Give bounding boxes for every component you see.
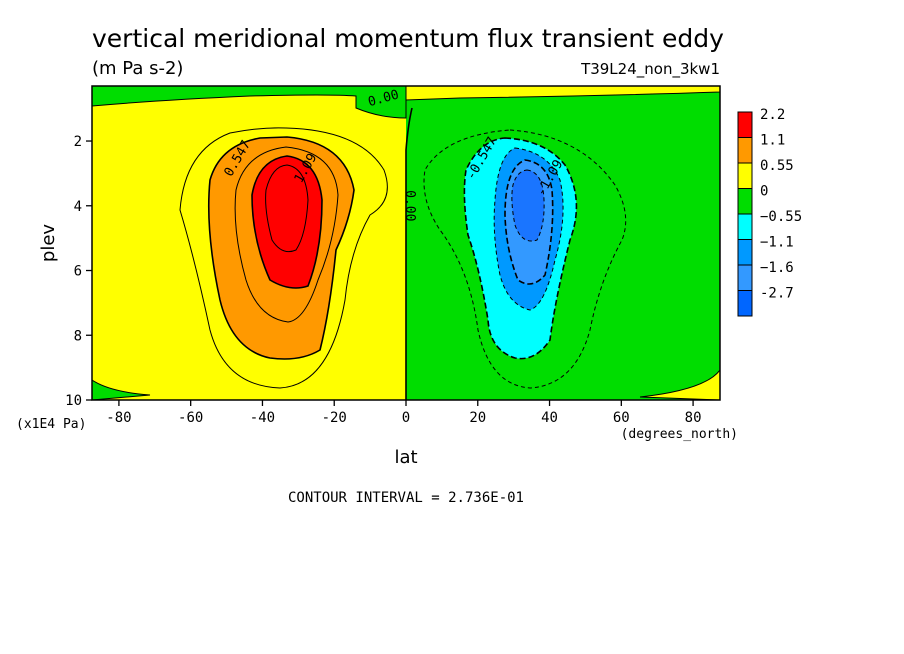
run-label: T39L24_non_3kw1 <box>580 60 720 79</box>
legend-swatch <box>737 239 753 266</box>
legend-swatch <box>737 290 753 317</box>
contour-neg-1p37 <box>511 169 545 242</box>
contour-pos-0p27 <box>179 127 388 389</box>
x-tick-label: 80 <box>685 410 702 426</box>
legend-label: -2.7 <box>760 286 794 302</box>
plot-area: 0.000.547 1.090.00-0.547 -1.09 <box>91 85 721 401</box>
contour-pos-1p37 <box>265 164 309 253</box>
x-tick-label: 60 <box>613 410 630 426</box>
x-axis-title: lat <box>394 447 417 468</box>
legend-swatch <box>737 264 753 291</box>
legend: 2.2 1.1 0.55 0 −0.55 −1.1 −1.6 -2.7 <box>737 107 802 317</box>
contour-zero-equator <box>405 107 413 400</box>
x-tick-label: -40 <box>250 410 275 426</box>
x-tick-label: 20 <box>469 410 486 426</box>
y-tick-label: 8 <box>74 328 82 344</box>
legend-label: 2.2 <box>760 107 785 123</box>
chart-title: vertical meridional momentum flux transi… <box>92 24 724 53</box>
y-tick-label: 6 <box>74 264 82 280</box>
legend-label: 0 <box>760 184 768 200</box>
legend-label: 0.55 <box>760 158 794 174</box>
contour-interval-note: CONTOUR INTERVAL = 2.736E-01 <box>288 490 524 506</box>
legend-label: −0.55 <box>760 209 802 225</box>
contour-neg-0p27 <box>423 129 627 389</box>
contour-label: 0.00 <box>402 190 417 221</box>
legend-swatch <box>737 213 753 240</box>
contour-pos-0p82 <box>234 146 339 323</box>
legend-swatch <box>737 111 753 138</box>
y-tick-label: 4 <box>74 199 82 215</box>
x-tick-label: -20 <box>322 410 347 426</box>
x-tick-label: 0 <box>402 410 410 426</box>
y-axis: 2 4 6 8 10 <box>65 134 92 409</box>
legend-swatch <box>737 137 753 164</box>
x-tick-label: 40 <box>541 410 558 426</box>
chart-subtitle: (m Pa s-2) <box>92 58 183 79</box>
x-tick-label: -60 <box>178 410 203 426</box>
legend-label: −1.1 <box>760 235 794 251</box>
legend-swatch <box>737 188 753 215</box>
x-axis-unit: (degrees_north) <box>621 427 738 442</box>
x-tick-label: -80 <box>106 410 131 426</box>
legend-label: −1.6 <box>760 260 794 276</box>
region-top-strip-2 <box>405 86 720 101</box>
region-top-strip <box>92 86 407 119</box>
y-tick-label: 10 <box>65 393 82 409</box>
legend-label: 1.1 <box>760 133 785 149</box>
y-axis-unit: (x1E4 Pa) <box>16 417 86 432</box>
y-axis-title: plev <box>38 224 59 263</box>
legend-swatch <box>737 162 753 189</box>
region-bottom-left-corner <box>92 379 151 400</box>
contour-pos-1p09 <box>251 155 323 289</box>
region-bottom-right-corner <box>639 369 720 400</box>
x-axis: -80 -60 -40 -20 0 20 40 60 80 <box>106 400 702 426</box>
y-tick-label: 2 <box>74 134 82 150</box>
